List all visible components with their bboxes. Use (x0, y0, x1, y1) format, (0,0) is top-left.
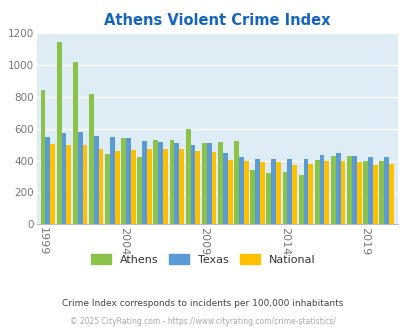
Bar (319, 155, 324, 224)
Bar (62, 134, 66, 224)
Bar (77, 132, 82, 224)
Bar (185, 129, 190, 224)
Bar (287, 159, 292, 224)
Bar (383, 157, 388, 224)
Bar (72, 62, 77, 224)
Bar (163, 148, 168, 224)
Bar (142, 141, 147, 224)
Bar (227, 160, 232, 224)
Bar (130, 150, 135, 224)
Bar (195, 151, 200, 224)
Bar (314, 160, 319, 224)
Bar (356, 162, 361, 224)
Text: © 2025 CityRating.com - https://www.cityrating.com/crime-statistics/: © 2025 CityRating.com - https://www.city… (70, 317, 335, 326)
Bar (388, 164, 393, 224)
Bar (351, 156, 356, 224)
Bar (330, 156, 335, 224)
Bar (292, 165, 296, 224)
Bar (153, 140, 158, 224)
Bar (137, 157, 142, 224)
Bar (45, 137, 50, 224)
Bar (234, 142, 239, 224)
Bar (378, 161, 383, 224)
Bar (57, 42, 62, 224)
Bar (147, 149, 151, 224)
Bar (115, 151, 119, 224)
Bar (340, 161, 345, 224)
Bar (335, 153, 340, 224)
Bar (254, 159, 259, 224)
Bar (158, 142, 163, 224)
Bar (222, 152, 227, 224)
Bar (126, 138, 130, 224)
Bar (275, 162, 280, 224)
Bar (259, 162, 264, 224)
Legend: Athens, Texas, National: Athens, Texas, National (87, 251, 318, 268)
Bar (324, 161, 328, 224)
Bar (174, 143, 179, 224)
Bar (211, 152, 216, 224)
Bar (266, 173, 271, 224)
Bar (105, 154, 110, 224)
Bar (362, 161, 367, 224)
Bar (243, 161, 248, 224)
Bar (89, 94, 94, 224)
Bar (307, 164, 312, 224)
Bar (110, 138, 115, 224)
Bar (94, 136, 98, 224)
Bar (249, 170, 254, 224)
Bar (121, 138, 126, 224)
Bar (367, 157, 372, 224)
Bar (346, 156, 351, 224)
Text: Crime Index corresponds to incidents per 100,000 inhabitants: Crime Index corresponds to incidents per… (62, 299, 343, 308)
Bar (66, 145, 71, 224)
Bar (82, 146, 87, 224)
Bar (190, 145, 195, 224)
Bar (303, 159, 307, 224)
Bar (282, 172, 287, 224)
Bar (217, 142, 222, 224)
Bar (50, 144, 55, 224)
Bar (201, 143, 206, 224)
Title: Athens Violent Crime Index: Athens Violent Crime Index (104, 13, 330, 28)
Bar (239, 157, 243, 224)
Bar (298, 175, 303, 224)
Bar (271, 159, 275, 224)
Bar (179, 149, 184, 224)
Bar (98, 149, 103, 224)
Bar (372, 165, 377, 224)
Bar (40, 90, 45, 224)
Bar (206, 143, 211, 224)
Bar (169, 140, 174, 224)
